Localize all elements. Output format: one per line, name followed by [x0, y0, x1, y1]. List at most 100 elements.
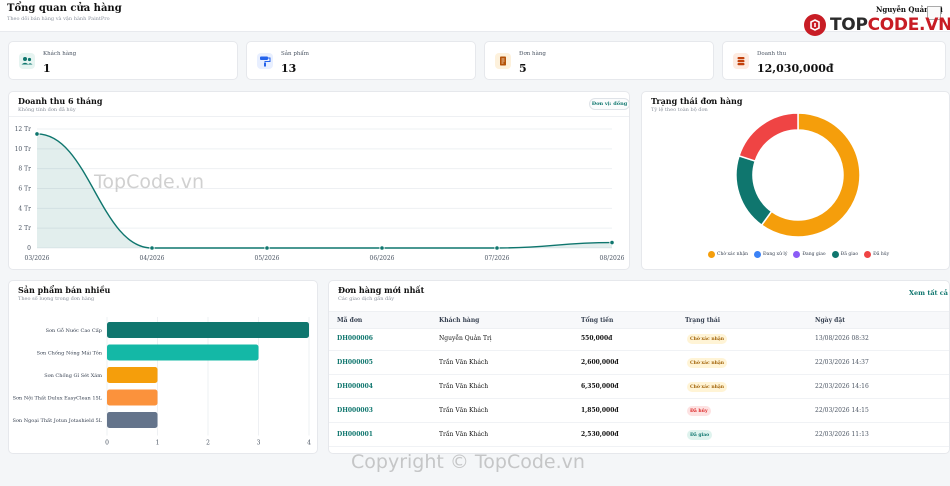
- order-customer: Trần Văn Khách: [439, 359, 489, 366]
- stat-label: Đơn hàng: [519, 51, 546, 57]
- revenue-point[interactable]: [609, 239, 615, 246]
- legend-item[interactable]: Đang giao: [793, 251, 826, 258]
- revenue-line-chart: 0 2 Tr 4 Tr 6 Tr 8 Tr 10 Tr 12 Tr 03/2026 04/20…: [15, 126, 625, 262]
- column-header-status[interactable]: Trạng thái: [685, 317, 721, 324]
- panel-title: Sản phẩm bán nhiều: [18, 285, 111, 295]
- unit-button[interactable]: Đơn vị: đồng: [589, 98, 629, 110]
- column-header-total[interactable]: Tổng tiền: [581, 317, 614, 324]
- brand-mark-icon: [804, 14, 826, 36]
- order-code-link[interactable]: DH000005: [337, 359, 373, 366]
- bar-category-label: Sơn Chống Nóng Mái Tôn: [37, 350, 103, 357]
- y-tick-label: 0: [27, 245, 31, 252]
- y-tick-label: 6 Tr: [18, 186, 31, 193]
- table-row[interactable]: DH000001 Trần Văn Khách 2,530,000đ Đã giao 2…: [329, 423, 949, 447]
- donut-slice[interactable]: [735, 154, 773, 227]
- bar[interactable]: [107, 344, 259, 361]
- bar-category-label: Sơn Ngoại Thất Jotun Jotashield 5L: [12, 417, 102, 424]
- paint-roller-icon: [257, 53, 273, 69]
- panel-title: Trạng thái đơn hàng: [651, 96, 743, 106]
- legend-label: Chờ xác nhận: [717, 252, 749, 257]
- avatar[interactable]: [927, 6, 941, 20]
- bar[interactable]: [107, 412, 158, 428]
- y-tick-label: 12 Tr: [15, 126, 32, 133]
- column-header-code[interactable]: Mã đơn: [337, 317, 363, 324]
- stat-value: 12,030,000đ: [757, 62, 834, 75]
- bar[interactable]: [107, 389, 158, 406]
- order-date: 22/03/2026 14:37: [815, 359, 869, 366]
- page-subtitle: Theo dõi bán hàng và vận hành PaintPro: [7, 16, 110, 22]
- column-header-date[interactable]: Ngày đặt: [815, 317, 845, 324]
- revenue-point[interactable]: [379, 245, 385, 251]
- x-tick-label: 07/2026: [485, 255, 510, 262]
- order-code-link[interactable]: DH000006: [337, 335, 373, 342]
- revenue-point[interactable]: [34, 131, 40, 137]
- legend-item[interactable]: Đã giao: [831, 251, 858, 258]
- order-total: 550,000đ: [581, 335, 613, 342]
- coins-icon: [733, 53, 749, 69]
- x-tick-label: 4: [307, 440, 311, 447]
- bar[interactable]: [107, 367, 158, 383]
- legend-swatch: [708, 251, 715, 258]
- receipt-icon: [495, 53, 511, 69]
- bar-category-label: Sơn Gỗ Nước Cao Cấp: [46, 326, 102, 334]
- donut-legend: Chờ xác nhận Đang xử lý Đang giao Đã giao Đã…: [708, 251, 889, 258]
- panel-subtitle: Theo số lượng trong đơn hàng: [18, 296, 95, 302]
- y-tick-label: 2 Tr: [18, 225, 31, 232]
- table-row[interactable]: DH000006 Nguyễn Quản Trị 550,000đ Chờ xác n…: [329, 327, 949, 351]
- stat-value: 13: [281, 62, 297, 75]
- stat-label: Khách hàng: [43, 51, 77, 57]
- revenue-point[interactable]: [494, 245, 500, 251]
- table-header: Mã đơn Khách hàng Tổng tiền Trạng thái N…: [329, 311, 949, 329]
- stat-card-revenue[interactable]: Doanh thu 12,030,000đ: [722, 41, 946, 80]
- revenue-panel: Doanh thu 6 tháng Không tính đơn đã hủy …: [8, 91, 630, 270]
- x-tick-label: 08/2026: [600, 255, 625, 262]
- order-code-link[interactable]: DH000001: [337, 431, 373, 438]
- see-all-link[interactable]: Xem tất cả: [909, 289, 948, 297]
- stat-card-orders[interactable]: Đơn hàng 5: [484, 41, 714, 80]
- order-date: 22/03/2026 14:16: [815, 383, 869, 390]
- order-code-link[interactable]: DH000003: [337, 407, 373, 414]
- y-tick-label: 8 Tr: [18, 166, 31, 173]
- best-sellers-bar-chart: Sơn Gỗ Nước Cao Cấp Sơn Chống Nóng Mái Tô…: [12, 317, 311, 447]
- stat-card-customers[interactable]: Khách hàng 1: [8, 41, 238, 80]
- order-code-link[interactable]: DH000004: [337, 383, 373, 390]
- order-status-panel: Trạng thái đơn hàng Tỷ lệ theo toàn bộ đ…: [641, 91, 950, 270]
- table-row[interactable]: DH000003 Trần Văn Khách 1,850,000đ Đã hủy 22…: [329, 399, 949, 423]
- order-customer: Nguyễn Quản Trị: [439, 335, 492, 342]
- legend-item[interactable]: Chờ xác nhận: [708, 251, 748, 258]
- legend-swatch: [831, 251, 839, 258]
- legend-item[interactable]: Đang xử lý: [754, 251, 787, 258]
- x-tick-label: 3: [257, 440, 261, 447]
- brand-logo: TOPCODE.VN: [804, 12, 950, 38]
- status-badge: Chờ xác nhận: [687, 358, 728, 368]
- order-total: 1,850,000đ: [581, 407, 619, 414]
- status-badge: Chờ xác nhận: [687, 334, 728, 344]
- panel-subtitle: Không tính đơn đã hủy: [18, 107, 76, 113]
- x-tick-label: 05/2026: [255, 255, 280, 262]
- legend-swatch: [793, 251, 801, 258]
- revenue-point[interactable]: [149, 245, 155, 251]
- column-header-customer[interactable]: Khách hàng: [439, 317, 480, 324]
- legend-label: Đang giao: [802, 252, 826, 257]
- table-row[interactable]: DH000004 Trần Văn Khách 6,350,000đ Chờ xác …: [329, 375, 949, 399]
- status-badge: Chờ xác nhận: [687, 382, 728, 392]
- user-name[interactable]: Nguyễn Quản Trị: [876, 5, 943, 14]
- panel-title: Doanh thu 6 tháng: [18, 96, 103, 106]
- recent-orders-panel: Đơn hàng mới nhất Các giao dịch gần đây …: [328, 280, 950, 454]
- brand-text: TOPCODE.VN: [830, 15, 950, 35]
- donut-slice[interactable]: [760, 112, 861, 238]
- legend-swatch: [754, 251, 762, 258]
- footer-watermark: Copyright © TopCode.vn: [351, 451, 585, 473]
- legend-item[interactable]: Đã hủy: [864, 251, 889, 258]
- legend-swatch: [864, 251, 872, 258]
- stat-label: Sản phẩm: [281, 51, 309, 57]
- revenue-point[interactable]: [264, 245, 270, 251]
- bar-category-label: Sơn Chống Gỉ Sét Xám: [44, 372, 102, 379]
- bar[interactable]: [107, 322, 309, 338]
- order-date: 13/08/2026 08:32: [815, 335, 869, 342]
- donut-slice[interactable]: [738, 112, 799, 163]
- table-row[interactable]: DH000005 Trần Văn Khách 2,600,000đ Chờ xác …: [329, 351, 949, 375]
- panel-subtitle: Các giao dịch gần đây: [338, 296, 395, 302]
- stat-card-products[interactable]: Sản phẩm 13: [246, 41, 476, 80]
- order-status-donut: [735, 112, 861, 238]
